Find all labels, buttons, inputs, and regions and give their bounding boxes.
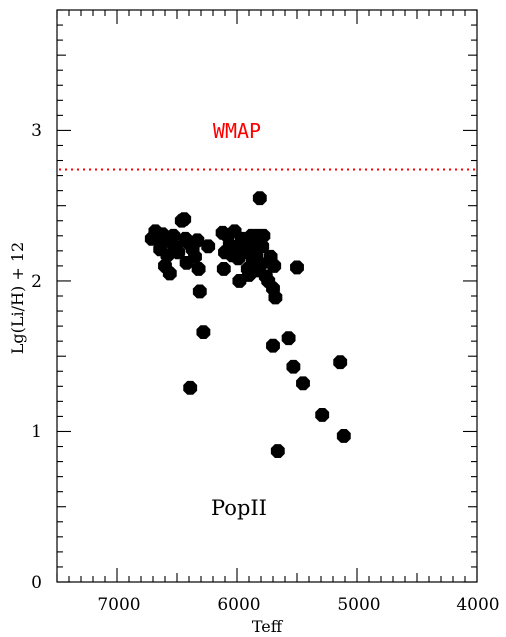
data-point xyxy=(191,261,206,276)
data-point xyxy=(196,325,211,340)
data-point xyxy=(270,444,285,458)
data-point xyxy=(162,266,177,281)
data-points xyxy=(144,191,351,458)
data-point xyxy=(266,338,280,353)
data-point xyxy=(188,249,202,264)
popii-annotation: PopII xyxy=(211,496,267,520)
data-point xyxy=(281,331,296,346)
x-tick-label: 7000 xyxy=(97,595,140,615)
data-point xyxy=(201,239,216,254)
data-point xyxy=(290,260,304,275)
x-tick-label: 4000 xyxy=(456,595,499,615)
data-point xyxy=(267,258,282,273)
axis-ticks xyxy=(56,9,478,583)
data-point xyxy=(315,407,330,422)
data-point xyxy=(177,212,192,227)
data-point xyxy=(333,355,348,370)
data-point xyxy=(296,376,310,391)
y-tick-label: 2 xyxy=(31,272,42,292)
data-point xyxy=(255,239,270,254)
x-axis-title: Teff xyxy=(252,617,284,636)
y-tick-labels: 0 1 2 3 xyxy=(31,121,42,593)
data-point xyxy=(268,290,283,305)
y-tick-label: 3 xyxy=(31,121,42,141)
plot-frame xyxy=(56,9,478,583)
data-point xyxy=(183,380,198,395)
data-point xyxy=(254,257,268,272)
x-tick-label: 6000 xyxy=(217,595,260,615)
x-tick-labels: 7000 6000 5000 4000 xyxy=(97,595,499,615)
data-point xyxy=(190,233,205,248)
x-tick-label: 5000 xyxy=(337,595,380,615)
data-point xyxy=(192,284,207,299)
data-point xyxy=(286,359,301,374)
data-point xyxy=(166,228,181,243)
data-point xyxy=(171,245,186,260)
data-point xyxy=(252,191,267,206)
y-axis-title: Lg(Li/H) + 12 xyxy=(8,242,27,354)
wmap-label: WMAP xyxy=(213,119,261,143)
y-tick-label: 0 xyxy=(31,573,42,593)
data-point xyxy=(336,429,351,443)
data-point xyxy=(256,228,271,243)
y-tick-label: 1 xyxy=(31,422,42,442)
data-point xyxy=(216,261,231,276)
